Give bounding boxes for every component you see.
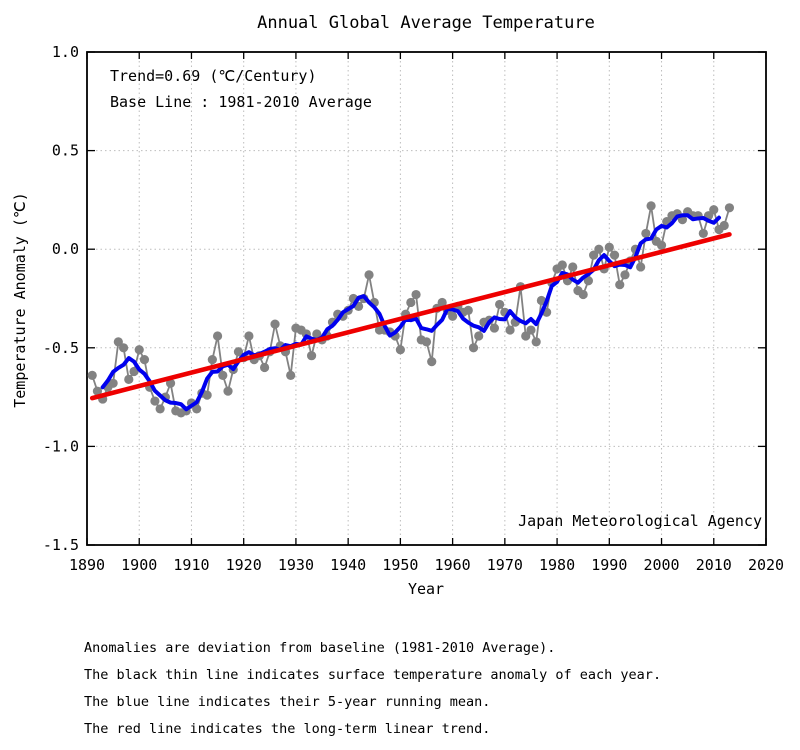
- x-tick-label: 1950: [382, 556, 418, 574]
- annual-data-point: [724, 203, 735, 213]
- trend-line: [89, 232, 732, 401]
- annual-data-point: [87, 370, 97, 381]
- annual-data-point: [620, 270, 630, 280]
- annual-data-point: [709, 205, 719, 215]
- annual-data-point: [212, 331, 223, 341]
- y-tick-label: -1.0: [43, 437, 79, 455]
- y-tick-label: 0.5: [52, 142, 79, 160]
- annual-data-point: [495, 299, 505, 310]
- x-tick-label: 1970: [487, 556, 523, 574]
- annual-data-point: [474, 331, 484, 341]
- x-tick-label: 1910: [173, 556, 209, 574]
- annual-data-point: [656, 240, 667, 250]
- x-tick-label: 1960: [435, 556, 471, 574]
- y-tick-label: -1.5: [43, 536, 79, 554]
- annual-data-point: [118, 343, 129, 353]
- annual-data-point: [155, 404, 165, 414]
- annual-data-point: [113, 337, 123, 347]
- annual-data-point: [604, 242, 614, 252]
- annual-data-point: [448, 311, 458, 321]
- x-tick-label: 1930: [278, 556, 314, 574]
- x-tick-label: 2010: [696, 556, 732, 574]
- annual-data-point: [578, 289, 588, 300]
- annual-data-point: [594, 244, 604, 254]
- annual-data-point: [557, 260, 567, 270]
- x-tick-label: 1980: [539, 556, 575, 574]
- x-tick-label: 1900: [121, 556, 157, 574]
- annual-data-point: [636, 262, 646, 272]
- annual-data-point: [521, 331, 531, 341]
- annual-data-point: [615, 280, 625, 290]
- annual-data-point: [437, 297, 447, 308]
- annual-data-point: [270, 319, 280, 329]
- annual-data-point: [165, 378, 176, 388]
- annual-data-point: [233, 347, 244, 357]
- x-tick-label: 1990: [591, 556, 627, 574]
- running-mean-line: [100, 213, 721, 412]
- annual-data-point: [312, 329, 322, 339]
- annual-data-point: [202, 390, 212, 400]
- caption-line-2: The black thin line indicates surface te…: [84, 667, 661, 683]
- caption-line-3: The blue line indicates their 5-year run…: [84, 694, 490, 710]
- annual-data-point: [489, 323, 499, 333]
- y-axis-title: Temperature Anomaly (℃): [11, 192, 29, 408]
- caption-line-1: Anomalies are deviation from baseline (1…: [84, 640, 555, 656]
- annual-data-point: [641, 228, 651, 239]
- annual-data-point: [411, 289, 421, 300]
- annual-data-point: [421, 337, 432, 347]
- annual-data-point: [259, 362, 270, 373]
- annual-data-point: [463, 305, 473, 315]
- caption-line-4: The red line indicates the long-term lin…: [84, 721, 490, 737]
- annual-data-point: [609, 250, 620, 260]
- annual-data-point: [505, 325, 515, 335]
- x-tick-label: 2020: [748, 556, 784, 574]
- x-axis-title: Year: [408, 580, 444, 598]
- y-tick-label: 1.0: [52, 43, 79, 61]
- annual-data-point: [92, 386, 103, 396]
- x-tick-label: 1920: [226, 556, 262, 574]
- annual-data-point: [646, 201, 656, 211]
- chart-title: Annual Global Average Temperature: [257, 13, 595, 33]
- annual-data-point: [395, 345, 405, 355]
- annual-data-point: [129, 366, 139, 377]
- baseline-annotation: Base Line : 1981-2010 Average: [110, 93, 372, 111]
- annual-data-point: [536, 295, 547, 306]
- annual-data-point: [286, 370, 296, 381]
- annual-data-point: [139, 355, 150, 365]
- y-tick-label: -0.5: [43, 339, 79, 357]
- annual-data-point: [306, 351, 317, 361]
- x-tick-label: 2000: [643, 556, 679, 574]
- annual-data-point: [589, 250, 599, 260]
- annual-data-point: [568, 262, 578, 272]
- annual-series-line: [91, 204, 731, 414]
- caption-block: Anomalies are deviation from baseline (1…: [84, 640, 661, 737]
- annual-data-point: [583, 276, 594, 286]
- annual-data-point: [427, 357, 437, 367]
- annual-data-point: [698, 228, 708, 239]
- plot-frame: [86, 51, 767, 546]
- annual-data-point: [150, 396, 160, 406]
- annual-data-point: [531, 337, 541, 347]
- agency-label: Japan Meteorological Agency: [518, 512, 762, 530]
- annual-data-point: [406, 297, 416, 308]
- annual-data-point: [207, 355, 217, 365]
- annual-data-point: [134, 345, 144, 355]
- plot-area: 1890 1900 1910 1920 1930 1940 1950 1960 1970 1980…: [43, 43, 784, 574]
- annual-data-point: [244, 331, 254, 341]
- y-tick-label: 0.0: [52, 240, 79, 258]
- annual-data-point: [192, 404, 202, 414]
- annual-data-point: [364, 270, 374, 280]
- annual-data-point: [124, 374, 134, 384]
- annual-data-point: [468, 343, 479, 353]
- x-tick-label: 1890: [69, 556, 105, 574]
- annual-data-point: [526, 325, 536, 335]
- annual-data-point: [218, 370, 228, 381]
- x-tick-label: 1940: [330, 556, 366, 574]
- annual-data-point: [108, 378, 118, 388]
- annual-data-point: [719, 220, 729, 231]
- annual-data-point: [223, 386, 233, 396]
- trend-annotation: Trend=0.69 (℃/Century): [110, 67, 317, 85]
